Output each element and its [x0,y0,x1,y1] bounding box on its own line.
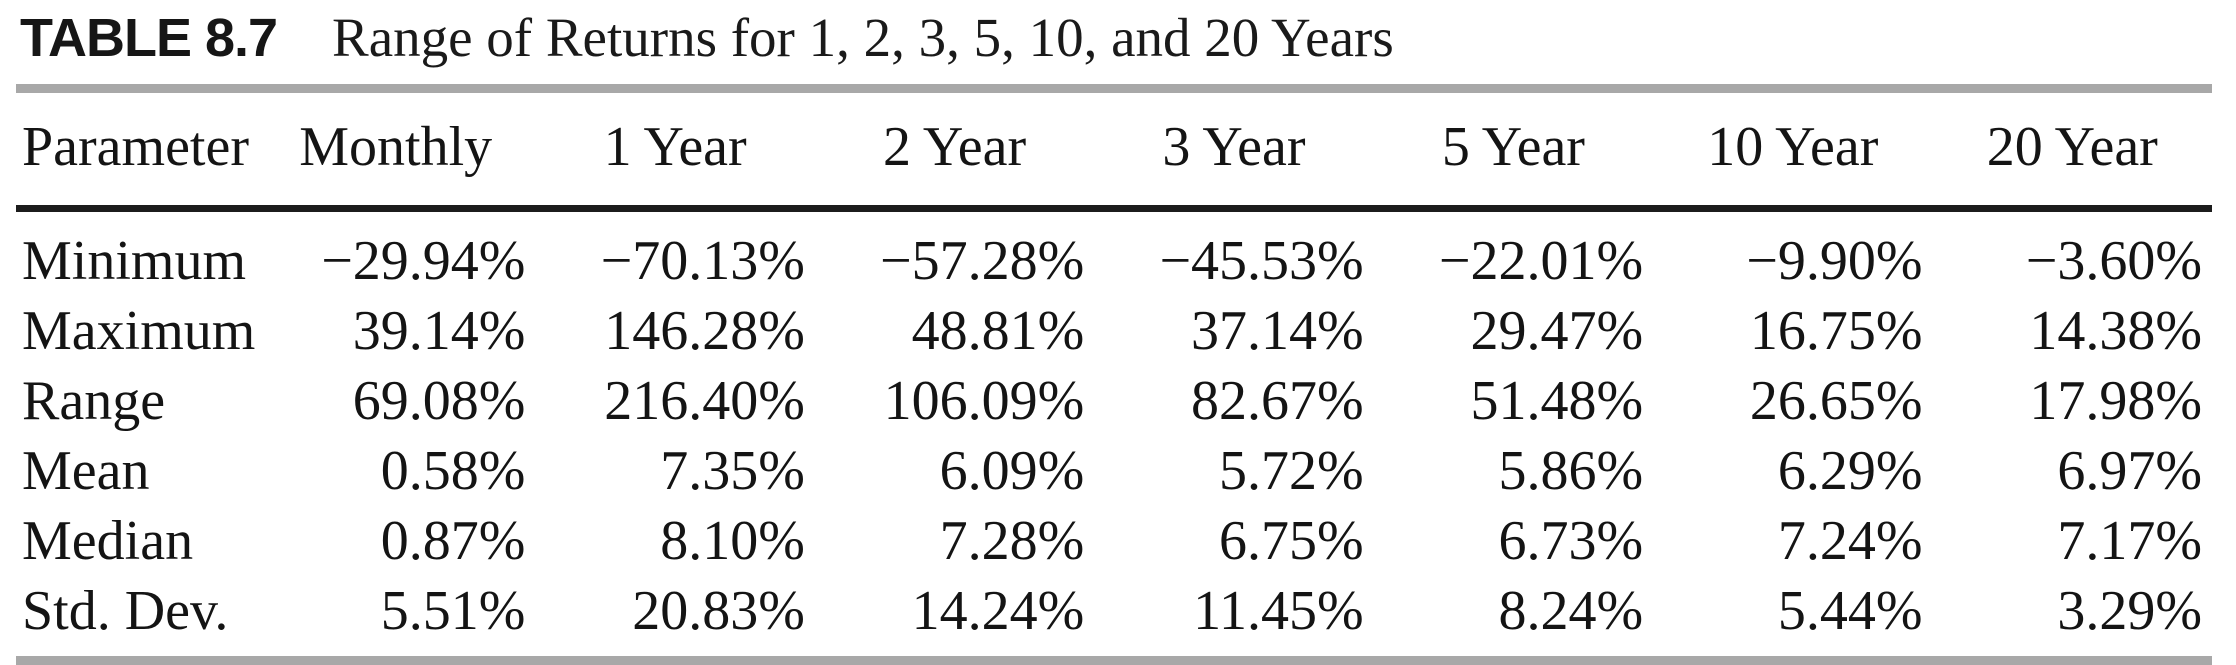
table-row-minimum: Minimum −29.94% −70.13% −57.28% −45.53% … [16,209,2212,297]
row-label: Mean [22,440,150,502]
cell-median-10-year: 7.24% [1777,510,1923,572]
cell-minimum-1-year: −70.13% [600,230,805,292]
cell-median-1-year: 8.10% [660,510,805,572]
cell-minimum-2-year: −57.28% [880,230,1085,292]
cell-median-2-year: 7.28% [939,510,1085,572]
column-header-1-year: 1 Year [535,93,815,212]
column-header-parameter: Parameter [16,93,256,212]
table-row-range: Range 69.08% 216.40% 106.09% 82.67% 51.4… [16,366,2212,436]
cell-mean-5-year: 5.86% [1498,440,1644,502]
cell-range-20-year: 17.98% [2029,370,2202,432]
returns-table: Parameter Monthly 1 Year 2 Year 3 Year 5… [16,93,2212,646]
cell-std-dev-monthly: 5.51% [380,580,526,642]
cell-range-3-year: 82.67% [1191,370,1364,432]
column-header-2-year: 2 Year [814,93,1095,212]
cell-minimum-20-year: −3.60% [2025,230,2202,292]
table-title: Range of Returns for 1, 2, 3, 5, 10, and… [332,7,1394,68]
cell-maximum-5-year: 29.47% [1470,300,1644,362]
cell-range-10-year: 26.65% [1749,370,1923,432]
cell-maximum-2-year: 48.81% [911,300,1085,362]
table-row-maximum: Maximum 39.14% 146.28% 48.81% 37.14% 29.… [16,296,2212,366]
cell-range-2-year: 106.09% [883,370,1085,432]
cell-minimum-5-year: −22.01% [1438,230,1644,292]
row-label: Maximum [22,300,256,362]
column-header-3-year: 3 Year [1094,93,1374,212]
table-header: Parameter Monthly 1 Year 2 Year 3 Year 5… [16,93,2212,212]
cell-std-dev-1-year: 20.83% [632,580,805,642]
cell-median-5-year: 6.73% [1498,510,1644,572]
cell-mean-1-year: 7.35% [660,440,805,502]
cell-maximum-monthly: 39.14% [352,300,526,362]
cell-median-3-year: 6.75% [1219,510,1364,572]
cell-std-dev-5-year: 8.24% [1498,580,1644,642]
bottom-rule [16,656,2212,665]
table-row-std-dev: Std. Dev. 5.51% 20.83% 14.24% 11.45% 8.2… [16,576,2212,646]
cell-maximum-3-year: 37.14% [1191,300,1364,362]
cell-std-dev-20-year: 3.29% [2057,580,2202,642]
column-header-monthly: Monthly [256,93,536,212]
cell-mean-3-year: 5.72% [1219,440,1364,502]
cell-minimum-3-year: −45.53% [1159,230,1364,292]
cell-range-5-year: 51.48% [1470,370,1644,432]
table-caption: TABLE 8.7 Range of Returns for 1, 2, 3, … [16,0,2212,72]
top-rule [16,84,2212,93]
cell-range-1-year: 216.40% [604,370,805,432]
cell-minimum-monthly: −29.94% [321,230,526,292]
cell-mean-10-year: 6.29% [1777,440,1923,502]
column-header-20-year: 20 Year [1932,93,2212,212]
header-row: Parameter Monthly 1 Year 2 Year 3 Year 5… [16,93,2212,212]
row-label: Median [22,510,194,572]
cell-std-dev-3-year: 11.45% [1193,580,1364,642]
cell-mean-monthly: 0.58% [380,440,526,502]
cell-median-monthly: 0.87% [380,510,526,572]
cell-mean-2-year: 6.09% [939,440,1085,502]
row-label: Range [22,370,166,432]
cell-range-monthly: 69.08% [352,370,526,432]
table-row-mean: Mean 0.58% 7.35% 6.09% 5.72% 5.86% 6.29%… [16,436,2212,506]
table-body: Minimum −29.94% −70.13% −57.28% −45.53% … [16,209,2212,647]
cell-minimum-10-year: −9.90% [1746,230,1923,292]
table-number-label: TABLE 8.7 [20,8,278,68]
cell-maximum-1-year: 146.28% [604,300,805,362]
cell-mean-20-year: 6.97% [2057,440,2202,502]
column-header-5-year: 5 Year [1373,93,1654,212]
cell-std-dev-2-year: 14.24% [911,580,1085,642]
cell-median-20-year: 7.17% [2057,510,2202,572]
row-label: Minimum [22,230,247,292]
cell-std-dev-10-year: 5.44% [1777,580,1923,642]
table-row-median: Median 0.87% 8.10% 7.28% 6.75% 6.73% 7.2… [16,506,2212,576]
cell-maximum-20-year: 14.38% [2029,300,2202,362]
column-header-10-year: 10 Year [1653,93,1933,212]
row-label: Std. Dev. [22,580,229,642]
cell-maximum-10-year: 16.75% [1749,300,1923,362]
